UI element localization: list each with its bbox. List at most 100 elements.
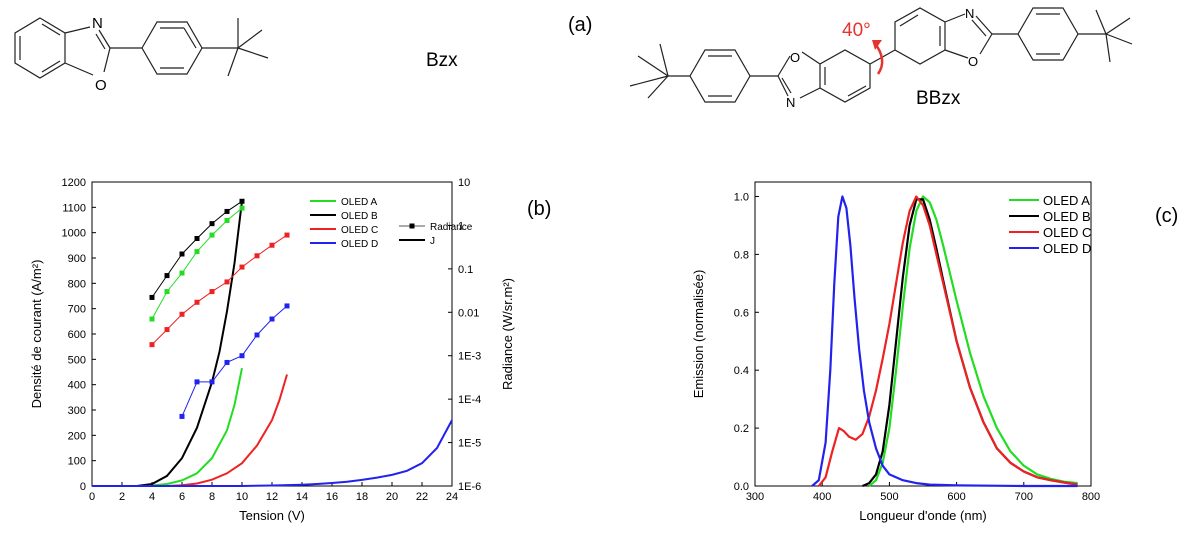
y-tick-label-b: 600 [68, 329, 86, 341]
radiance-point-oled-d [179, 413, 185, 419]
y-axis-title-c: Emission (normalisée) [691, 270, 706, 399]
x-axis-title-b: Tension (V) [239, 508, 305, 523]
legend-label-oled-a: OLED A [1043, 193, 1090, 208]
plot-frame-c [754, 181, 1092, 487]
y-right-axis-title-b: Radiance (W/sr.m²) [500, 278, 515, 390]
radiance-point-oled-a [164, 289, 170, 295]
series-j-oled-d [92, 419, 453, 487]
atom-n-label-1: N [786, 95, 795, 110]
y-right-tick-label-b: 1 [458, 220, 464, 232]
radiance-point-oled-c [164, 327, 170, 333]
series-radiance-oled-d [181, 305, 288, 417]
atom-n-label-2: N [965, 6, 974, 21]
legend-label-oled-d: OLED D [1043, 241, 1091, 256]
chart-c-svg: 300 400 500 600 700 800 0.0 0.2 0.4 0.6 0.8 1.0 Long… [691, 181, 1100, 523]
atom-o-label-2: O [968, 54, 978, 69]
legend-label-oled-d: OLED D [341, 239, 378, 250]
plot-frame-b [91, 181, 453, 487]
series-oled-d [811, 195, 1078, 488]
y-tick-label-c: 0.0 [734, 481, 749, 493]
panel-label-a: (a) [568, 14, 593, 36]
x-tick-label-c: 800 [1082, 491, 1100, 503]
chart-b: 0 2 4 6 8 10 12 14 16 18 20 22 24 0 100 200 300 400 500 600… [25, 170, 545, 533]
radiance-point-oled-c [194, 299, 200, 305]
y-tick-label-c: 0.6 [734, 307, 749, 319]
radiance-point-oled-c [239, 264, 245, 270]
molecule-bzx-label: Bzx [426, 50, 458, 71]
y-right-tick-label-b: 0.01 [458, 307, 479, 319]
y-tick-label-b: 400 [68, 380, 86, 392]
atom-o-label: O [95, 77, 107, 94]
radiance-point-oled-d [284, 303, 290, 309]
chart-c: 300 400 500 600 700 800 0.0 0.2 0.4 0.6 0.8 1.0 Long… [685, 170, 1145, 533]
y-right-tick-label-b: 10 [458, 177, 470, 189]
radiance-point-oled-a [209, 232, 215, 238]
radiance-point-oled-c [149, 342, 155, 348]
radiance-point-oled-c [284, 232, 290, 238]
x-tick-label-b: 10 [236, 491, 248, 503]
radiance-point-oled-b [194, 236, 200, 242]
bzx-structure-drawing: N O [14, 15, 269, 94]
legend-label-oled-c: OLED C [1043, 225, 1091, 240]
legend-label-oled-b: OLED B [1043, 209, 1091, 224]
panel-label-b: (b) [527, 198, 552, 220]
molecule-bbzx-label: BBzx [916, 88, 961, 109]
radiance-point-oled-d [269, 316, 275, 322]
series-j-oled-b [136, 200, 243, 487]
atom-o-label-1: O [790, 50, 800, 65]
legend-label-oled-a: OLED A [341, 197, 377, 208]
x-tick-label-b: 12 [266, 491, 278, 503]
x-tick-label-c: 300 [746, 491, 764, 503]
x-tick-label-b: 6 [179, 491, 185, 503]
y-tick-label-b: 800 [68, 278, 86, 290]
legend-marker-radiance [409, 223, 415, 229]
y-tick-label-c: 0.2 [734, 423, 749, 435]
series-oled-a [868, 195, 1078, 487]
y-right-tick-label-b: 1E-3 [458, 351, 481, 363]
y-tick-label-b: 100 [68, 456, 86, 468]
radiance-point-oled-d [224, 359, 230, 365]
x-tick-label-b: 18 [356, 491, 368, 503]
y-tick-label-c: 1.0 [734, 191, 749, 203]
radiance-point-oled-a [149, 316, 155, 322]
x-tick-label-b: 14 [296, 491, 308, 503]
x-tick-label-b: 8 [209, 491, 215, 503]
panel-label-c: (c) [1155, 205, 1179, 227]
radiance-point-oled-c [179, 311, 185, 317]
radiance-point-oled-d [194, 379, 200, 385]
y-tick-label-c: 0.4 [734, 365, 749, 377]
legend-label-radiance: Radiance [430, 222, 473, 233]
x-tick-label-b: 4 [149, 491, 155, 503]
radiance-point-oled-d [254, 332, 260, 338]
y-tick-label-b: 1100 [62, 202, 86, 214]
radiance-point-oled-a [194, 249, 200, 255]
x-tick-label-b: 24 [446, 491, 458, 503]
radiance-point-oled-b [224, 208, 230, 214]
x-tick-label-b: 2 [119, 491, 125, 503]
y-right-tick-label-b: 1E-4 [458, 394, 481, 406]
y-right-tick-label-b: 0.1 [458, 264, 473, 276]
radiance-point-oled-c [269, 242, 275, 248]
radiance-point-oled-d [239, 353, 245, 359]
chart-b-svg: 0 2 4 6 8 10 12 14 16 18 20 22 240100200300400500600… [29, 177, 515, 523]
x-tick-label-b: 22 [416, 491, 428, 503]
legend-label-oled-b: OLED B [341, 211, 378, 222]
radiance-point-oled-a [224, 217, 230, 223]
radiance-point-oled-c [209, 289, 215, 295]
atom-n-label: N [92, 15, 103, 32]
dihedral-angle-label: 40° [842, 20, 871, 41]
x-tick-label-c: 600 [947, 491, 965, 503]
molecule-bbzx-structure: O N N O 40° [620, 0, 1160, 120]
y-axis-title-b: Densité de courant (A/m²) [29, 260, 44, 409]
radiance-point-oled-b [149, 294, 155, 300]
radiance-point-oled-b [179, 251, 185, 257]
y-right-tick-label-b: 1E-6 [458, 481, 481, 493]
bbzx-structure-drawing: O N N O 40° [629, 6, 1133, 110]
x-tick-label-c: 700 [1015, 491, 1033, 503]
series-j-oled-a [136, 367, 243, 487]
y-tick-label-c: 0.8 [734, 249, 749, 261]
radiance-point-oled-d [209, 379, 215, 385]
y-tick-label-b: 0 [80, 481, 86, 493]
y-tick-label-b: 1000 [62, 228, 86, 240]
x-tick-label-b: 0 [89, 491, 95, 503]
